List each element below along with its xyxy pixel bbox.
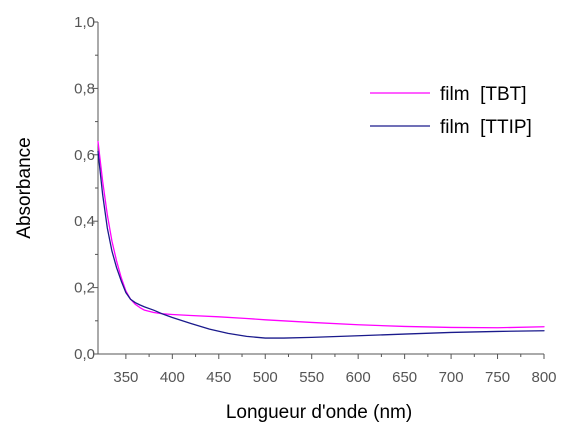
series-line-tbt <box>97 140 545 329</box>
x-tick-label: 550 <box>299 369 324 386</box>
x-tick-label: 700 <box>439 369 464 386</box>
y-tick-label: 0,2 <box>74 280 95 297</box>
legend-label: film [TBT] <box>440 84 527 105</box>
x-tick-label: 350 <box>113 369 138 386</box>
x-tick-label: 450 <box>206 369 231 386</box>
x-tick-label: 800 <box>531 369 556 386</box>
x-tick-label: 650 <box>392 369 417 386</box>
x-tick-label: 400 <box>160 369 185 386</box>
x-axis-title: Longueur d'onde (nm) <box>226 402 412 423</box>
x-tick-label: 750 <box>485 369 510 386</box>
legend: film [TBT] film [TTIP] <box>370 84 532 138</box>
y-tick-label: 0,8 <box>74 80 95 97</box>
x-tick-label: 600 <box>346 369 371 386</box>
plot-area: 0,0 0,2 0,4 0,6 0,8 1,0 350 400 450 500 550 600 650 7… <box>74 14 556 386</box>
y-tick-label: 1,0 <box>74 14 95 31</box>
x-tick-label: 500 <box>253 369 278 386</box>
y-tick-label: 0,0 <box>74 346 95 363</box>
y-axis-title: Absorbance <box>14 137 35 238</box>
y-tick-label: 0,6 <box>74 147 95 164</box>
series-line-ttip <box>97 150 545 339</box>
y-tick-label: 0,4 <box>74 213 95 230</box>
legend-label: film [TTIP] <box>440 117 532 138</box>
